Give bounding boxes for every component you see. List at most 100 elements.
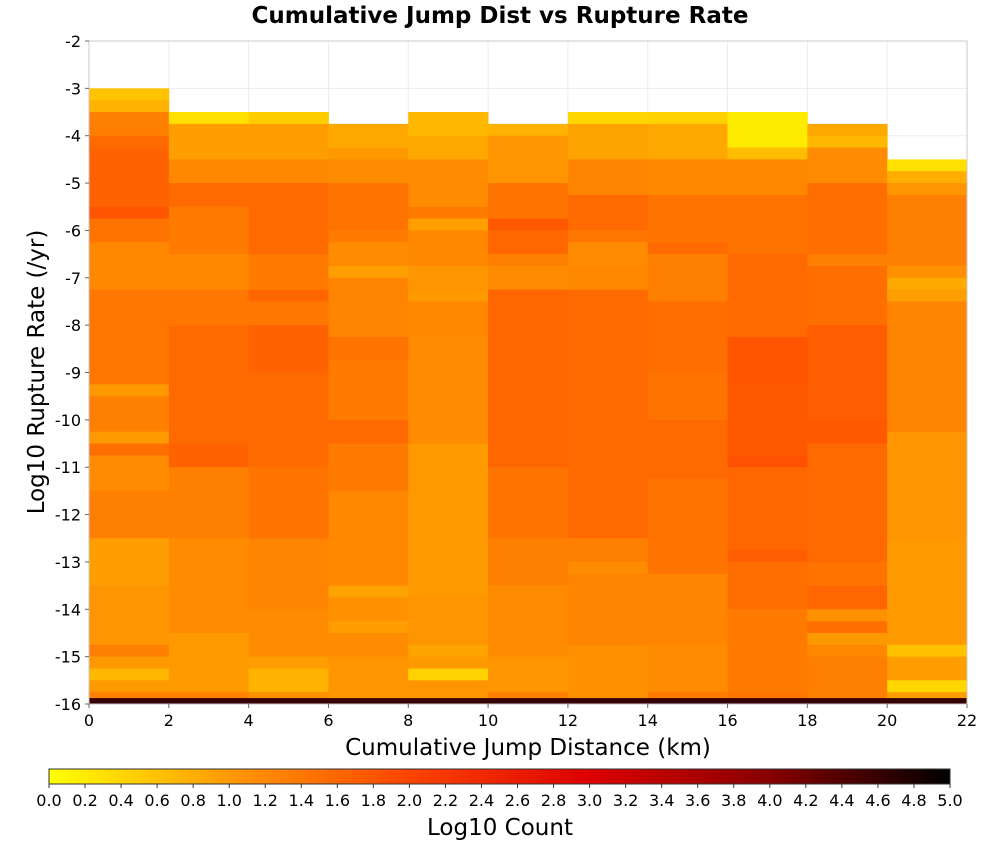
heatmap-cell	[807, 609, 888, 622]
heatmap-cell	[408, 443, 489, 598]
colorbar-ticks: 0.0 0.2 0.4 0.6 0.8 1.0 1.2 1.4 1.6 1.8 2.0 2.2 2.4 2…	[36, 784, 963, 810]
heatmap-cell	[647, 479, 728, 575]
heatmap-cell	[248, 325, 329, 373]
heatmap-cell	[408, 206, 489, 219]
heatmap-cell	[248, 289, 329, 302]
heatmap-cell	[168, 692, 250, 699]
colorbar-tick-label: 2.8	[541, 791, 566, 810]
heatmap-cell	[488, 585, 569, 658]
heatmap-cell	[727, 112, 808, 148]
heatmap-cell	[727, 147, 808, 160]
heatmap-cell	[89, 147, 170, 208]
heatmap-cell	[408, 698, 489, 705]
colorbar-tick-label: 5.0	[937, 791, 962, 810]
heatmap-cell	[168, 325, 250, 444]
heatmap-cell	[887, 301, 968, 433]
heatmap-cell	[647, 573, 728, 646]
heatmap-cell	[328, 585, 409, 598]
colorbar-tick-label: 0.0	[36, 791, 61, 810]
heatmap-cell	[807, 254, 888, 267]
heatmap-cell	[727, 561, 808, 610]
heatmap-cell	[408, 135, 489, 160]
heatmap-cell	[328, 183, 409, 231]
heatmap-cell	[89, 88, 170, 101]
heatmap-cell	[168, 443, 250, 468]
heatmap-cell	[89, 490, 170, 539]
heatmap-cell	[328, 242, 409, 267]
heatmap-cell	[887, 680, 968, 693]
colorbar-label: Log10 Count	[427, 815, 573, 841]
heatmap-cell	[328, 123, 409, 148]
heatmap-cell	[408, 230, 489, 267]
heatmap-cell	[248, 538, 329, 610]
heatmap-cell	[248, 467, 329, 539]
heatmap-cell	[727, 609, 808, 693]
heatmap-cell	[567, 538, 649, 563]
heatmap-cell	[567, 159, 649, 196]
heatmap-cell	[89, 644, 170, 658]
y-tick-label: -3	[65, 79, 81, 98]
heatmap-cell	[328, 360, 409, 421]
x-axis-label: Cumulative Jump Distance (km)	[345, 735, 711, 761]
heatmap-cell	[248, 698, 329, 705]
colorbar-tick-label: 4.0	[757, 791, 782, 810]
y-tick-label: -8	[65, 316, 81, 335]
heatmap-cell	[567, 194, 649, 231]
heatmap-cell	[567, 698, 649, 705]
heatmap-cell	[887, 277, 968, 291]
heatmap-cell	[887, 431, 968, 539]
heatmap-cell	[248, 112, 329, 125]
heatmap-cell	[168, 206, 250, 255]
colorbar-tick-label: 3.8	[721, 791, 746, 810]
heatmap-cell	[887, 159, 968, 172]
heatmap-cell	[647, 159, 728, 196]
heatmap-cell	[89, 135, 170, 148]
heatmap-cell	[887, 656, 968, 681]
heatmap-cell	[887, 183, 968, 196]
heatmap-cell	[248, 159, 329, 184]
x-tick-label: 2	[164, 711, 174, 730]
y-tick-label: -10	[55, 411, 81, 430]
heatmap-cell	[89, 100, 170, 113]
heatmap-cell	[647, 242, 728, 255]
heatmap-cell	[727, 194, 808, 255]
heatmap-cell	[168, 698, 250, 705]
heatmap-cell	[488, 183, 569, 219]
heatmap-cell	[567, 573, 649, 646]
heatmap-cell	[168, 632, 250, 693]
heatmap-cell	[168, 183, 250, 208]
heatmap-cell	[248, 123, 329, 160]
colorbar-tick-label: 2.0	[397, 791, 422, 810]
heatmap-cell	[807, 585, 888, 610]
colorbar-tick-label: 0.4	[108, 791, 133, 810]
heatmap-cell	[807, 698, 888, 705]
colorbar-tick-label: 0.2	[72, 791, 97, 810]
heatmap-cell	[647, 194, 728, 243]
heatmap-cell	[248, 609, 329, 658]
heatmap-cell	[89, 218, 170, 243]
heatmap-cell	[567, 561, 649, 575]
heatmap-cell	[89, 289, 170, 385]
heatmap-cell	[89, 455, 170, 492]
x-tick-label: 10	[478, 711, 498, 730]
heatmap-cell	[89, 206, 170, 219]
heatmap-cell	[89, 698, 170, 705]
colorbar-tick-label: 3.6	[685, 791, 710, 810]
colorbar-tick-label: 4.4	[829, 791, 854, 810]
heatmap-cell	[887, 289, 968, 302]
heatmap-cell	[408, 159, 489, 208]
heatmap-cell	[807, 135, 888, 148]
heatmap-cell	[887, 644, 968, 658]
heatmap-cell	[647, 419, 728, 480]
x-tick-label: 16	[717, 711, 737, 730]
heatmap-cell	[488, 289, 569, 468]
heatmap-cell	[727, 455, 808, 468]
heatmap-cell	[807, 123, 888, 137]
colorbar-tick-label: 1.2	[253, 791, 278, 810]
heatmap-cell	[887, 194, 968, 267]
heatmap-cell	[408, 597, 489, 646]
x-axis: 0 2 4 6 8 10 12 14 16 18 20 22	[84, 704, 977, 730]
heatmap-cell	[488, 265, 569, 291]
heatmap-cell	[567, 230, 649, 243]
